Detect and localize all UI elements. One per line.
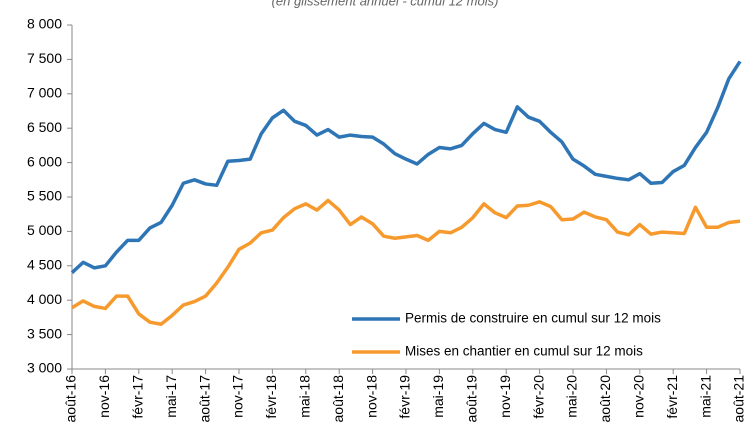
y-tick-label: 5 500 bbox=[27, 188, 62, 204]
y-tick-label: 6 500 bbox=[27, 119, 62, 135]
x-tick-label: nov-19 bbox=[497, 375, 513, 418]
y-tick-label: 6 000 bbox=[27, 153, 62, 169]
series-line bbox=[71, 198, 741, 327]
y-tick-label: 4 500 bbox=[27, 257, 62, 273]
x-tick-label: nov-20 bbox=[631, 375, 647, 418]
series-line bbox=[70, 60, 742, 274]
x-tick-label: août-16 bbox=[63, 375, 79, 423]
x-tick-label: mai-21 bbox=[697, 375, 713, 418]
x-tick-label: févr-19 bbox=[397, 375, 413, 419]
x-tick-label: nov-18 bbox=[363, 375, 379, 418]
x-tick-label: févr-18 bbox=[263, 375, 279, 419]
x-tick-label: mai-18 bbox=[297, 375, 313, 418]
x-tick-label: août-20 bbox=[597, 375, 613, 423]
y-tick-label: 5 000 bbox=[27, 222, 62, 238]
x-tick-label: févr-21 bbox=[664, 375, 680, 419]
x-tick-label: nov-17 bbox=[230, 375, 246, 418]
x-tick-label: févr-20 bbox=[530, 375, 546, 419]
y-tick-label: 7 000 bbox=[27, 85, 62, 101]
x-tick-label: nov-16 bbox=[96, 375, 112, 418]
legend-label: Permis de construire en cumul sur 12 moi… bbox=[405, 311, 661, 326]
y-tick-label: 4 000 bbox=[27, 291, 62, 307]
x-tick-label: août-19 bbox=[464, 375, 480, 423]
y-tick-label: 7 500 bbox=[27, 50, 62, 66]
x-tick-label: août-21 bbox=[731, 375, 747, 423]
y-tick-label: 3 500 bbox=[27, 325, 62, 341]
x-tick-label: août-17 bbox=[196, 375, 212, 423]
y-tick-label: 3 000 bbox=[27, 360, 62, 376]
x-tick-label: mai-20 bbox=[564, 375, 580, 418]
x-tick-label: févr-17 bbox=[130, 375, 146, 419]
x-tick-label: mai-19 bbox=[430, 375, 446, 418]
x-tick-label: mai-17 bbox=[163, 375, 179, 418]
legend-label: Mises en chantier en cumul sur 12 mois bbox=[405, 344, 643, 359]
y-tick-label: 8 000 bbox=[27, 16, 62, 32]
chart-subtitle: (en glissement annuel - cumul 12 mois) bbox=[272, 0, 499, 8]
x-tick-label: août-18 bbox=[330, 375, 346, 423]
